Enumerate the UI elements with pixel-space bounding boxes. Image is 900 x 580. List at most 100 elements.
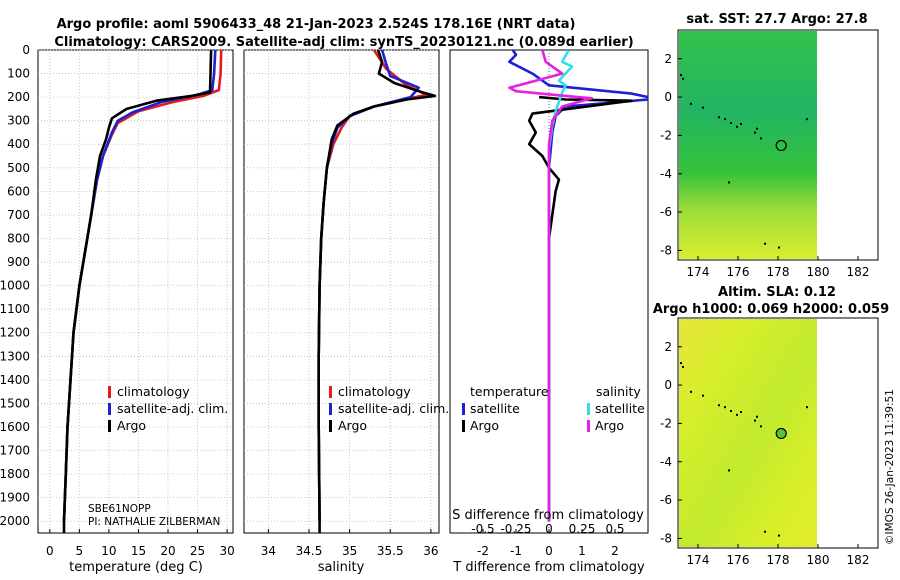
map-x-tick-label: 180 (807, 553, 830, 567)
island-speck (680, 74, 682, 77)
island-speck (702, 106, 704, 109)
imos-timestamp: ©IMOS 26-Jan-2023 11:39:51 (884, 389, 896, 545)
island-speck (682, 365, 684, 368)
s-difference-tick-label: -0.25 (500, 522, 531, 536)
map-y-tick-label: -8 (660, 243, 672, 257)
island-speck (754, 419, 756, 422)
island-speck (690, 102, 692, 105)
legend-climatology-marker (108, 386, 111, 398)
salinity-tick-label: 34 (261, 544, 276, 558)
s-difference-ticks: -0.5 -0.25 0 0.25 0.5 (471, 522, 624, 536)
legend-satellite-marker (329, 403, 332, 415)
island-speck (730, 410, 732, 412)
island-speck (724, 406, 726, 409)
island-speck (736, 413, 738, 416)
sla-map: Altim. SLA: 0.12 Argo h1000: 0.069 h2000… (653, 285, 889, 567)
island-speck (690, 390, 692, 393)
salinity-tick-label: 35.5 (377, 544, 404, 558)
sst-coastline (680, 74, 808, 249)
depth-tick-label: 1100 (0, 302, 30, 316)
temperature-tick-label: 0 (46, 544, 54, 558)
map-y-tick-label: 2 (664, 52, 672, 66)
island-speck (760, 425, 762, 428)
legend-t-satellite-label: satellite (470, 401, 520, 416)
temperature-tick-label: 15 (131, 544, 146, 558)
s-difference-tick-label: 0.25 (569, 522, 596, 536)
salinity-x-ticks: 34 34.5 35 35.5 36 (261, 529, 439, 558)
depth-tick-label: 1200 (0, 326, 30, 340)
map-y-tick-label: -2 (660, 416, 672, 430)
island-speck (806, 118, 808, 121)
island-speck (778, 534, 780, 537)
salinity-tick-label: 34.5 (296, 544, 323, 558)
depth-tick-label: 700 (7, 208, 30, 222)
map-y-tick-label: 0 (664, 90, 672, 104)
instrument-note: SBE61NOPP (88, 503, 151, 515)
sla-coastline (680, 362, 808, 537)
depth-tick-label: 200 (7, 90, 30, 104)
legend-argo-marker (108, 420, 111, 432)
legend-s-argo-label: Argo (595, 418, 624, 433)
temperature-tick-label: 20 (160, 544, 175, 558)
figure-title-line2: Climatology: CARS2009. Satellite-adj cli… (54, 35, 633, 50)
island-speck (680, 362, 682, 365)
t-difference-tick-label: -2 (477, 544, 489, 558)
temperature-panel: 0 5 10 15 20 25 30 0 100 200 300 400 500 600 700 800 90… (0, 43, 235, 575)
island-speck (760, 137, 762, 140)
t-difference-tick-label: -1 (510, 544, 522, 558)
sst-map: sat. SST: 27.7 Argo: 27.8 174 176 178 180 18… (660, 12, 879, 279)
island-speck (728, 181, 730, 184)
island-speck (736, 125, 738, 128)
t-difference-x-label: T difference from climatology (452, 560, 645, 575)
island-speck (718, 404, 720, 407)
depth-tick-label: 1900 (0, 491, 30, 505)
legend-salinity-title: salinity (596, 384, 641, 399)
temperature-tick-label: 30 (219, 544, 234, 558)
map-x-tick-label: 178 (767, 553, 790, 567)
argo-position-marker (775, 139, 787, 152)
legend-argo-label: Argo (338, 418, 367, 433)
salinity-panel: 34 34.5 35 35.5 36 salinity climatology sate… (243, 49, 449, 575)
map-y-tick-label: -6 (660, 205, 672, 219)
map-x-tick-label: 182 (847, 553, 870, 567)
temperature-x-ticks: 0 5 10 15 20 25 30 (46, 529, 235, 558)
map-y-tick-label: -6 (660, 493, 672, 507)
pi-note: PI: NATHALIE ZILBERMAN (88, 516, 220, 528)
argo-position-marker (775, 427, 787, 440)
legend-temperature-title: temperature (470, 384, 549, 399)
difference-panel: -2 -1 0 1 2 T difference from climatology S … (449, 49, 649, 575)
map-x-tick-label: 174 (687, 265, 710, 279)
temperature-tick-label: 5 (76, 544, 84, 558)
depth-tick-label: 1400 (0, 373, 30, 387)
island-speck (754, 131, 756, 134)
salinity-tick-label: 36 (423, 544, 438, 558)
s-difference-tick-label: 0.5 (605, 522, 624, 536)
t-difference-tick-label: 0 (545, 544, 553, 558)
t-difference-tick-label: 2 (611, 544, 619, 558)
salinity-series (317, 50, 437, 533)
sla-field (679, 319, 817, 547)
difference-series (508, 50, 648, 522)
sst-map-ticks: 174 176 178 180 182 2 0 -2 -4 -6 -8 (660, 52, 869, 279)
legend-argo-label: Argo (117, 418, 146, 433)
depth-tick-label: 100 (7, 67, 30, 81)
s-difference-tick-label: -0.5 (471, 522, 494, 536)
temperature-legend: climatology satellite-adj. clim. Argo (108, 384, 228, 433)
legend-satellite-marker (108, 403, 111, 415)
depth-tick-label: 800 (7, 231, 30, 245)
figure-title-line1: Argo profile: aoml 5906433_48 21-Jan-202… (57, 17, 576, 32)
island-speck (730, 122, 732, 124)
temperature-tick-label: 25 (190, 544, 205, 558)
legend-climatology-marker (329, 386, 332, 398)
legend-s-satellite-label: satellite (595, 401, 645, 416)
island-speck (682, 77, 684, 80)
salinity-x-label: salinity (318, 560, 365, 575)
depth-axis-ticks: 0 100 200 300 400 500 600 700 800 900 1000 1100 1200… (0, 43, 30, 528)
depth-tick-label: 1600 (0, 420, 30, 434)
salinity-legend: climatology satellite-adj. clim. Argo (329, 384, 449, 433)
depth-tick-label: 1800 (0, 467, 30, 481)
legend-t-argo-marker (462, 420, 465, 432)
legend-satellite-label: satellite-adj. clim. (338, 401, 449, 416)
difference-legend: temperature salinity satellite Argo sate… (462, 384, 645, 433)
